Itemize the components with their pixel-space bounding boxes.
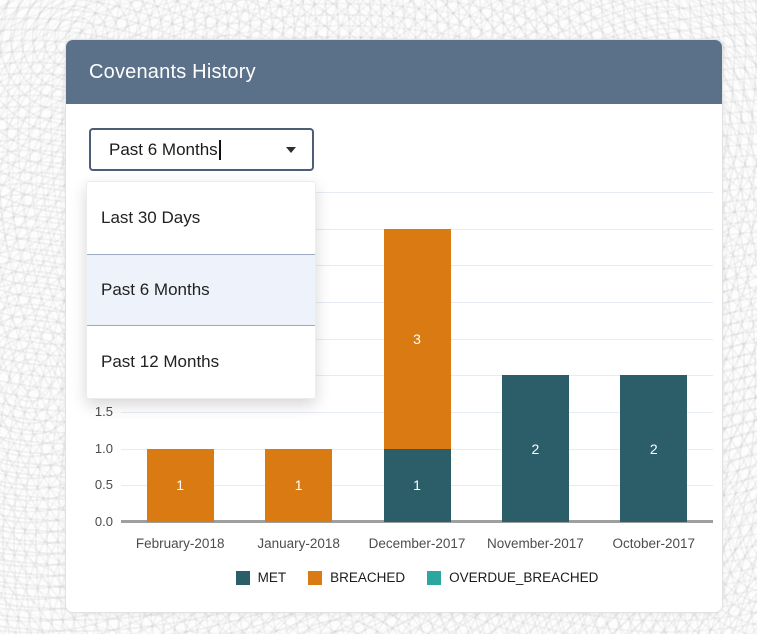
panel-header: Covenants History	[66, 40, 722, 104]
chevron-down-icon[interactable]	[286, 146, 296, 153]
legend-label: BREACHED	[330, 570, 406, 585]
bar-segment-breached-december-2017[interactable]: 3	[383, 228, 451, 449]
x-category-label: February-2018	[135, 536, 225, 551]
x-category-label: October-2017	[612, 536, 696, 551]
bar-segment-breached-february-2018[interactable]: 1	[146, 448, 214, 522]
plot-area: 1 1 1 3 2 2	[121, 192, 713, 523]
x-category-label: December-2017	[368, 536, 466, 551]
y-tick-label: 1.5	[94, 404, 113, 419]
bar-segment-breached-january-2018[interactable]: 1	[265, 448, 333, 522]
bar-value-label: 1	[176, 477, 185, 494]
x-category-label: January-2018	[257, 536, 340, 551]
x-axis-labels: February-2018 January-2018 December-2017 No…	[121, 536, 713, 554]
menu-item-past-12-months[interactable]: Past 12 Months	[87, 326, 315, 398]
legend-swatch	[427, 570, 442, 585]
chart-legend: MET BREACHED OVERDUE_BREACHED	[121, 570, 713, 585]
period-filter-value: Past 6 Months	[109, 139, 218, 159]
bar-value-label: 3	[413, 330, 421, 347]
covenants-history-panel: Covenants History 0.00.51.01.52.02.53.03…	[65, 39, 723, 613]
text-cursor	[218, 139, 221, 160]
menu-item-past-6-months[interactable]: Past 6 Months	[87, 254, 315, 326]
bar-value-label: 2	[531, 440, 540, 457]
panel-title: Covenants History	[89, 60, 256, 83]
gridline	[121, 192, 713, 193]
y-tick-label: 1.0	[94, 440, 113, 456]
y-tick-label: 0.5	[94, 477, 113, 493]
period-filter-combobox[interactable]: Past 6 Months	[89, 128, 314, 171]
bar-value-label: 1	[413, 477, 421, 494]
bar-value-label: 1	[294, 477, 303, 494]
bar-segment-met-december-2017[interactable]: 1	[383, 448, 451, 522]
bar-segment-met-november-2017[interactable]: 2	[501, 375, 569, 522]
bar-value-label: 2	[649, 440, 658, 457]
period-filter-menu: Last 30 Days Past 6 Months Past 12 Months	[86, 181, 316, 399]
y-tick-label: 0.0	[94, 514, 113, 529]
x-category-label: November-2017	[486, 536, 584, 551]
bar-segment-met-october-2017[interactable]: 2	[620, 375, 688, 522]
legend-item-breached[interactable]: BREACHED	[308, 570, 405, 585]
legend-label: OVERDUE_BREACHED	[449, 570, 599, 585]
legend-label: MET	[257, 570, 287, 585]
legend-swatch	[235, 570, 250, 585]
menu-item-last-30-days[interactable]: Last 30 Days	[87, 182, 315, 254]
legend-swatch	[308, 570, 323, 585]
legend-item-overdue_breached[interactable]: OVERDUE_BREACHED	[427, 570, 598, 585]
legend-item-met[interactable]: MET	[235, 570, 287, 585]
